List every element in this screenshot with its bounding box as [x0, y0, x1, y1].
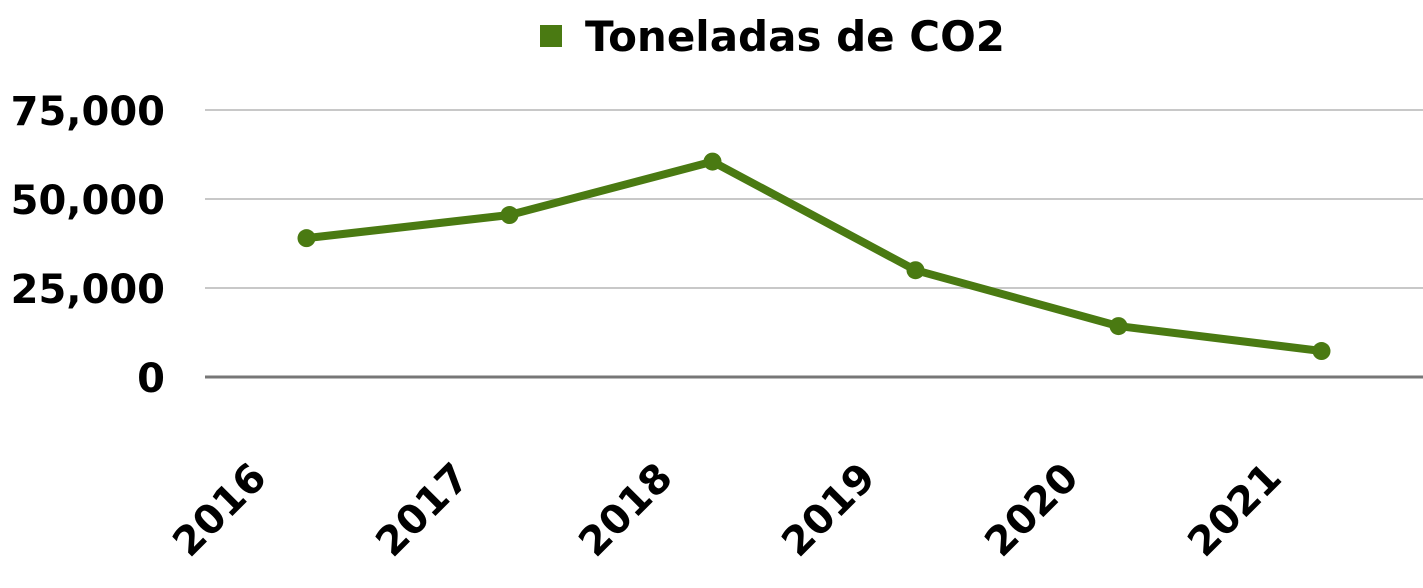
y-tick-label: 0: [137, 356, 165, 402]
y-tick-label: 25,000: [11, 267, 165, 313]
x-tick-label: 2019: [773, 455, 884, 566]
point: [297, 229, 316, 248]
x-tick-label: 2021: [1179, 455, 1290, 566]
x-tick-label: 2016: [164, 455, 275, 566]
x-tick-label: 2020: [976, 455, 1087, 566]
line: [306, 157, 1322, 355]
y-tick-label: 50,000: [11, 178, 165, 224]
point: [1312, 342, 1331, 361]
point: [703, 152, 722, 171]
point: [500, 206, 519, 225]
legend: Toneladas de CO2: [540, 12, 1005, 61]
legend-swatch: [540, 25, 562, 47]
point: [906, 261, 925, 280]
legend-label: Toneladas de CO2: [585, 12, 1005, 61]
x-tick-label: 2017: [367, 455, 478, 566]
y-tick-label: 75,000: [11, 89, 165, 135]
x-tick-label: 2018: [570, 455, 681, 566]
point: [1109, 317, 1128, 336]
